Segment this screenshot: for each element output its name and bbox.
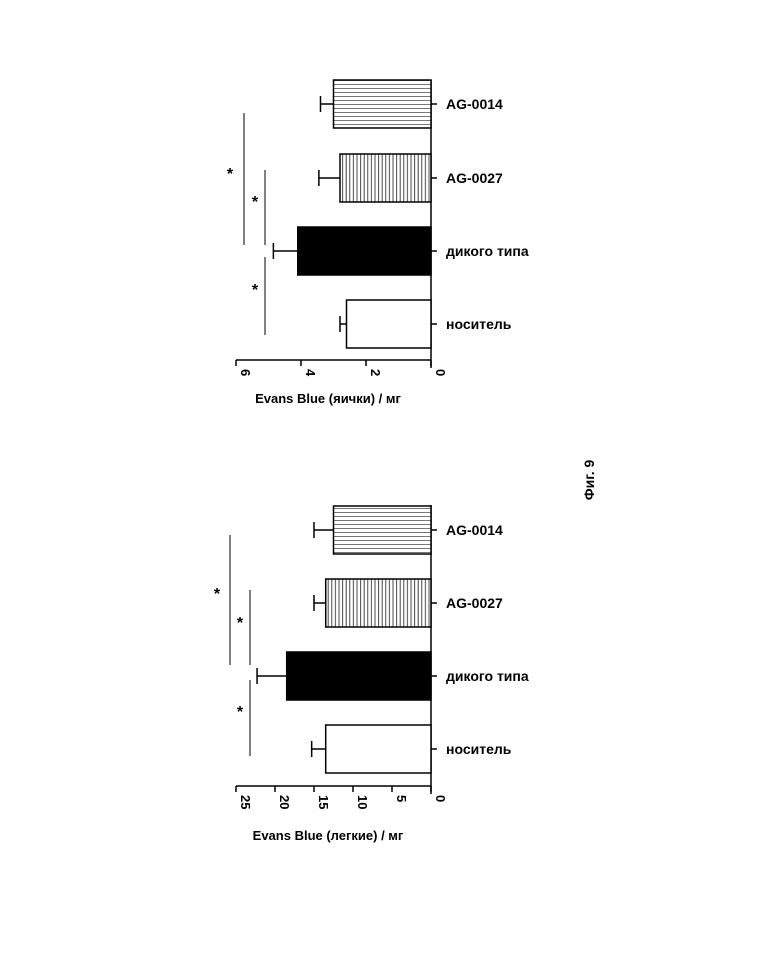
- value-axis-label: Evans Blue (легкие) / мг: [253, 828, 404, 843]
- bar: [298, 227, 431, 275]
- value-tick-label: 0: [433, 369, 448, 376]
- figure-label: Фиг. 9: [581, 460, 597, 501]
- value-tick-label: 5: [394, 795, 409, 802]
- value-tick-label: 25: [238, 795, 253, 809]
- significance-star: *: [252, 194, 259, 211]
- category-label: дикого типа: [446, 668, 529, 684]
- significance-star: *: [214, 586, 221, 603]
- bar: [326, 725, 431, 773]
- category-label: носитель: [446, 741, 512, 757]
- chart-evans-blue-lungs: 0 5 10 15 20 25 Evans Blue (легкие) / мг AG-001…: [214, 505, 529, 843]
- category-label: дикого типа: [446, 243, 529, 259]
- bar: [287, 652, 431, 700]
- bar: [334, 80, 432, 128]
- significance-star: *: [252, 282, 259, 299]
- value-tick-label: 0: [433, 795, 448, 802]
- bar: [340, 154, 431, 202]
- category-label: носитель: [446, 316, 512, 332]
- category-label: AG-0014: [446, 522, 503, 538]
- value-tick-label: 15: [316, 795, 331, 809]
- value-axis-label: Evans Blue (яички) / мг: [255, 391, 401, 406]
- bar: [347, 300, 432, 348]
- significance-star: *: [237, 704, 244, 721]
- value-tick-label: 20: [277, 795, 292, 809]
- bar: [326, 579, 431, 627]
- value-tick-label: 6: [238, 369, 253, 376]
- value-tick-label: 4: [303, 369, 318, 377]
- category-label: AG-0014: [446, 96, 503, 112]
- significance-star: *: [227, 166, 234, 183]
- category-label: AG-0027: [446, 170, 503, 186]
- value-tick-label: 10: [355, 795, 370, 809]
- chart-evans-blue-testes: 0 2 4 6 Evans Blue (яички) / мг AG-0014 AG-002…: [227, 80, 529, 406]
- bar: [334, 506, 432, 554]
- category-label: AG-0027: [446, 595, 503, 611]
- significance-star: *: [237, 615, 244, 632]
- value-tick-label: 2: [368, 369, 383, 376]
